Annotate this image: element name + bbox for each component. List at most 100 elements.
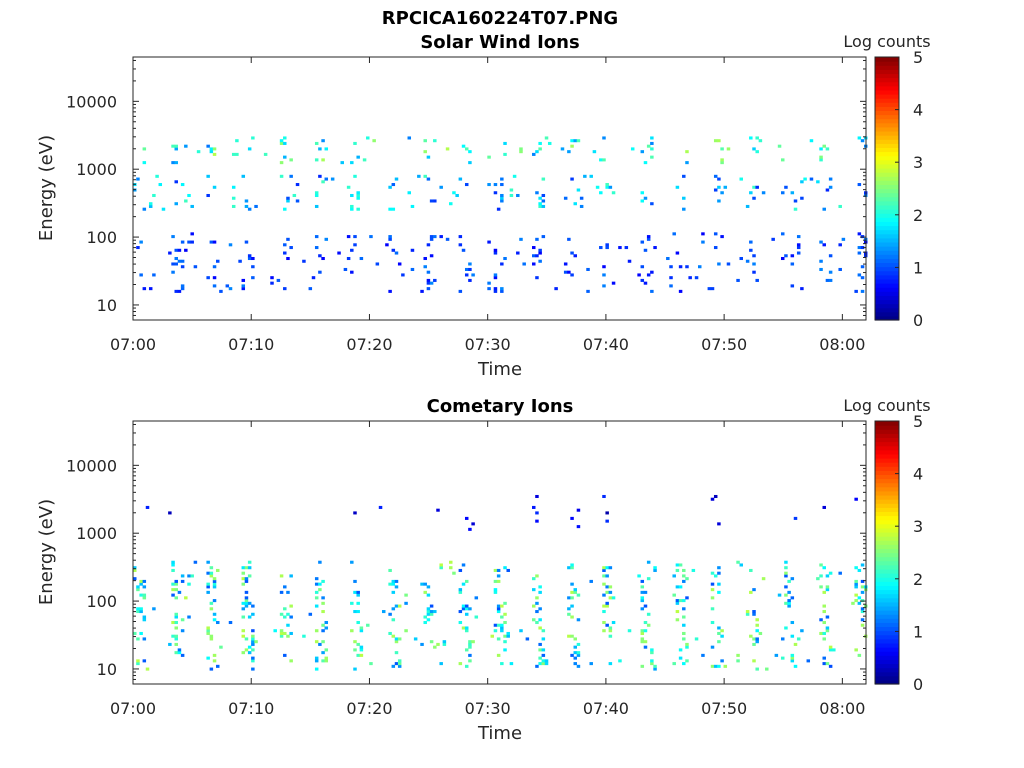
heatmap-cell <box>286 199 290 203</box>
heatmap-cell <box>672 662 676 666</box>
heatmap-cell <box>573 651 578 655</box>
colorbar-segment <box>875 675 899 681</box>
colorbar-segment <box>875 303 899 309</box>
heatmap-cell <box>324 620 329 625</box>
heatmap-cell <box>500 289 504 293</box>
heatmap-cell <box>509 188 514 192</box>
heatmap-cell <box>148 202 153 206</box>
heatmap-cell <box>464 607 469 611</box>
x-tick-label: 07:30 <box>465 335 511 354</box>
heatmap-cell <box>627 259 632 263</box>
heatmap-cell <box>576 651 581 655</box>
heatmap-cell <box>359 626 364 630</box>
heatmap-cell <box>353 243 357 247</box>
heatmap-cell <box>586 267 590 271</box>
colorbar-segment <box>875 130 899 136</box>
heatmap-cell <box>682 174 686 178</box>
heatmap-cell <box>573 637 578 641</box>
heatmap-cell <box>599 191 603 195</box>
heatmap-cell <box>755 629 759 633</box>
heatmap-cell <box>279 631 284 635</box>
colorbar-segment <box>875 299 899 305</box>
heatmap-cell <box>196 150 201 154</box>
heatmap-cell <box>602 604 606 608</box>
heatmap-cell <box>752 262 756 266</box>
heatmap-cell <box>423 256 427 261</box>
heatmap-cell <box>318 560 322 564</box>
colorbar: 0 1 2 3 4 5 <box>874 48 923 330</box>
heatmap-cell <box>554 287 558 291</box>
heatmap-cell <box>544 136 549 140</box>
heatmap-cell <box>828 645 833 649</box>
heatmap-cell <box>828 177 833 181</box>
heatmap-cell <box>464 612 469 616</box>
heatmap-cell <box>822 604 826 608</box>
heatmap-cell <box>544 662 549 666</box>
heatmap-cell <box>640 199 645 203</box>
heatmap-cell <box>468 640 472 644</box>
heatmap-cell <box>180 579 185 583</box>
heatmap-cell <box>394 640 399 644</box>
heatmap-cell <box>133 566 137 570</box>
heatmap-cell <box>286 612 290 616</box>
heatmap-cell <box>279 590 284 594</box>
heatmap-cell <box>142 147 147 151</box>
heatmap-cell <box>174 579 178 583</box>
heatmap-cell <box>653 664 657 668</box>
heatmap-cell <box>685 596 689 600</box>
heatmap-cell <box>790 620 795 625</box>
heatmap-cell <box>458 590 463 594</box>
heatmap-cell <box>449 566 453 570</box>
heatmap-cell <box>353 610 357 614</box>
heatmap-cell <box>286 237 290 241</box>
heatmap-cell <box>487 155 491 159</box>
colorbar-segment <box>875 449 899 455</box>
heatmap-cell <box>429 237 434 241</box>
heatmap-cell <box>289 659 293 663</box>
heatmap-cell <box>618 659 622 663</box>
heatmap-cell <box>640 150 645 154</box>
heatmap-cell <box>397 659 402 663</box>
heatmap-cell <box>174 582 178 586</box>
heatmap-cell <box>838 571 842 575</box>
heatmap-cell <box>247 574 252 578</box>
colorbar-segment <box>875 274 899 280</box>
heatmap-cell <box>541 204 546 208</box>
heatmap-cell <box>136 588 140 592</box>
heatmap-cell <box>244 637 249 641</box>
heatmap-cell <box>694 276 699 280</box>
heatmap-cell <box>152 607 156 611</box>
heatmap-cell <box>356 642 360 646</box>
heatmap-cell <box>717 185 721 189</box>
heatmap-cell <box>710 645 715 649</box>
heatmap-cell <box>283 141 287 145</box>
heatmap-cell <box>790 191 795 195</box>
colorbar-segment <box>875 196 899 202</box>
heatmap-cell <box>340 161 344 165</box>
heatmap-cell <box>589 579 593 583</box>
heatmap-cell <box>174 147 178 151</box>
heatmap-cell <box>407 136 412 140</box>
heatmap-cell <box>247 566 252 570</box>
heatmap-cell <box>439 235 443 239</box>
heatmap-cell <box>717 177 721 181</box>
heatmap-cell <box>353 667 357 671</box>
x-tick-label: 07:20 <box>346 335 392 354</box>
heatmap-cell <box>241 571 246 575</box>
colorbar-segment <box>875 102 899 107</box>
heatmap-cell <box>736 278 740 282</box>
heatmap-cell <box>423 620 427 625</box>
heatmap-cell <box>570 653 574 657</box>
heatmap-cell <box>745 204 750 208</box>
heatmap-cell <box>500 287 504 291</box>
colorbar-segment <box>875 457 899 463</box>
heatmap-cell <box>512 174 517 178</box>
heatmap-cell <box>276 278 281 282</box>
heatmap-cell <box>857 232 862 236</box>
heatmap-cell <box>139 273 143 277</box>
heatmap-cell <box>142 207 147 211</box>
heatmap-cell <box>251 667 255 671</box>
heatmap-cell <box>640 664 645 668</box>
heatmap-cell <box>251 136 255 140</box>
heatmap-cell <box>579 204 584 208</box>
